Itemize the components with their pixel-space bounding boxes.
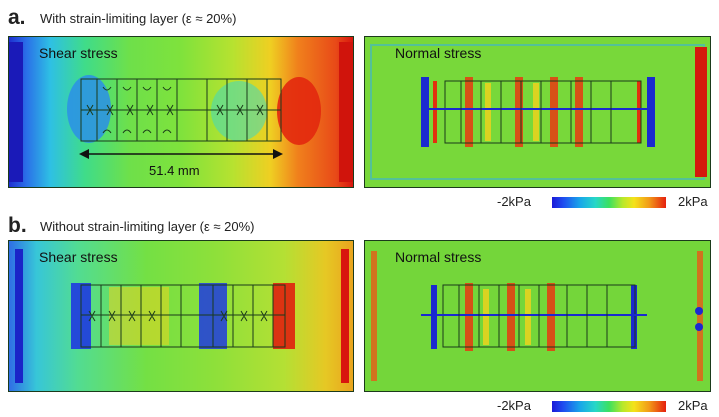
panel-b-shear-map: Shear stress — [8, 240, 354, 392]
right-edge-band — [697, 251, 703, 381]
panel-b-shear-label: Shear stress — [39, 249, 118, 265]
colorbar-a — [552, 197, 666, 208]
actuator-outline — [425, 80, 655, 144]
panel-a-title: With strain-limiting layer (ε ≈ 20%) — [40, 11, 237, 26]
panel-a-shear-map: Shear stress 51.4 mm — [8, 36, 354, 188]
colorbar-a-min-label: -2kPa — [497, 194, 531, 209]
actuator-outline — [80, 78, 282, 142]
right-edge-band — [341, 249, 349, 383]
colorbar-b — [552, 401, 666, 412]
panel-a-normal-map: Normal stress — [364, 36, 711, 188]
dimension-arrow — [79, 149, 283, 159]
colorbar-b-max-label: 2kPa — [678, 398, 708, 413]
left-edge-band — [15, 249, 23, 383]
actuator-outline — [421, 284, 647, 348]
panel-b-normal-label: Normal stress — [395, 249, 482, 265]
panel-b-title: Without strain-limiting layer (ε ≈ 20%) — [40, 219, 255, 234]
panel-b-letter: b. — [8, 214, 27, 237]
panel-a-letter: a. — [8, 6, 26, 29]
actuator-outline — [80, 284, 286, 348]
left-edge-band — [371, 251, 377, 381]
colorbar-a-max-label: 2kPa — [678, 194, 708, 209]
panel-a-normal-label: Normal stress — [395, 45, 482, 61]
right-edge-band — [339, 42, 353, 182]
colorbar-b-min-label: -2kPa — [497, 398, 531, 413]
panel-a-shear-label: Shear stress — [39, 45, 118, 61]
left-edge-band — [9, 42, 23, 182]
dimension-label: 51.4 mm — [149, 163, 200, 178]
panel-b-normal-map: Normal stress — [364, 240, 711, 392]
right-edge-band — [695, 47, 707, 177]
